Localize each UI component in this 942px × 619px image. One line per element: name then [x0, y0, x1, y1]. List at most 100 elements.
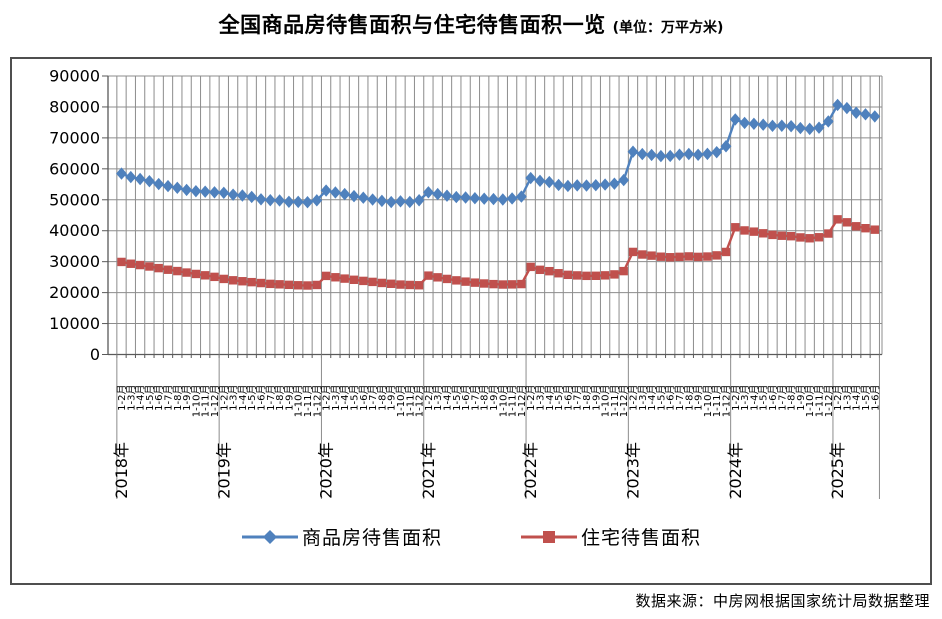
svg-text:1-12月: 1-12月	[823, 385, 835, 418]
svg-text:1-12月: 1-12月	[721, 385, 733, 418]
svg-text:1-2月: 1-2月	[218, 385, 230, 411]
svg-text:10000: 10000	[49, 314, 100, 333]
y-axis-labels: 0 10000 20000 30000 40000 50000 60000 70000 8000…	[49, 67, 100, 365]
svg-text:1-5月: 1-5月	[655, 385, 667, 411]
svg-text:1-11月: 1-11月	[302, 385, 314, 418]
svg-text:1-4月: 1-4月	[237, 385, 249, 411]
svg-text:2020年: 2020年	[317, 442, 336, 499]
svg-text:1-7月: 1-7月	[776, 385, 788, 411]
svg-text:1-2月: 1-2月	[730, 385, 742, 411]
svg-text:1-6月: 1-6月	[767, 385, 779, 411]
svg-text:1-8月: 1-8月	[683, 385, 695, 411]
legend-item-residential: 住宅待售面积	[520, 523, 701, 550]
svg-text:1-2月: 1-2月	[628, 385, 640, 411]
svg-text:1-6月: 1-6月	[358, 385, 370, 411]
svg-text:1-10月: 1-10月	[702, 385, 714, 418]
source-note: 数据来源：中房网根据国家统计局数据整理	[635, 592, 930, 610]
svg-text:40000: 40000	[49, 221, 100, 240]
svg-text:1-12月: 1-12月	[516, 385, 528, 418]
svg-text:1-5月: 1-5月	[758, 385, 770, 411]
svg-text:2019年: 2019年	[214, 442, 233, 499]
svg-text:1-3月: 1-3月	[330, 385, 342, 411]
svg-text:1-4月: 1-4月	[646, 385, 658, 411]
svg-text:1-6月: 1-6月	[665, 385, 677, 411]
svg-text:1-5月: 1-5月	[451, 385, 463, 411]
svg-text:1-9月: 1-9月	[795, 385, 807, 411]
svg-text:1-9月: 1-9月	[386, 385, 398, 411]
svg-text:1-2月: 1-2月	[423, 385, 435, 411]
svg-text:1-12月: 1-12月	[414, 385, 426, 418]
svg-text:1-2月: 1-2月	[525, 385, 537, 411]
svg-text:1-10月: 1-10月	[497, 385, 509, 418]
svg-text:1-7月: 1-7月	[265, 385, 277, 411]
legend-label-commercial: 商品房待售面积	[301, 527, 442, 549]
legend-marker-diamond-icon	[241, 529, 298, 544]
svg-text:1-8月: 1-8月	[274, 385, 286, 411]
svg-text:2022年: 2022年	[521, 442, 540, 499]
svg-text:50000: 50000	[49, 190, 100, 209]
svg-text:1-4月: 1-4月	[851, 385, 863, 411]
legend-item-commercial: 商品房待售面积	[241, 523, 442, 550]
svg-text:1-5月: 1-5月	[553, 385, 565, 411]
svg-text:1-8月: 1-8月	[376, 385, 388, 411]
svg-text:1-12月: 1-12月	[618, 385, 630, 418]
svg-text:2018年: 2018年	[112, 442, 131, 499]
svg-text:1-9月: 1-9月	[693, 385, 705, 411]
svg-text:1-9月: 1-9月	[488, 385, 500, 411]
svg-text:1-11月: 1-11月	[404, 385, 416, 418]
svg-text:70000: 70000	[49, 128, 100, 147]
svg-text:1-3月: 1-3月	[841, 385, 853, 411]
svg-text:1-12月: 1-12月	[209, 385, 221, 418]
gridlines	[108, 75, 882, 358]
svg-text:1-10月: 1-10月	[600, 385, 612, 418]
svg-text:1-9月: 1-9月	[181, 385, 193, 411]
axes	[102, 75, 883, 356]
svg-text:1-8月: 1-8月	[479, 385, 491, 411]
svg-text:1-4月: 1-4月	[339, 385, 351, 411]
chart-frame: 0 10000 20000 30000 40000 50000 60000 70000 8000…	[10, 57, 932, 585]
legend-label-residential: 住宅待售面积	[581, 527, 702, 549]
svg-text:1-6月: 1-6月	[460, 385, 472, 411]
svg-text:1-8月: 1-8月	[786, 385, 798, 411]
svg-text:1-4月: 1-4月	[748, 385, 760, 411]
svg-text:1-10月: 1-10月	[804, 385, 816, 418]
svg-text:2025年: 2025年	[828, 442, 847, 499]
legend-marker-square-icon	[521, 530, 577, 543]
svg-text:1-12月: 1-12月	[311, 385, 323, 418]
svg-text:1-4月: 1-4月	[544, 385, 556, 411]
svg-text:60000: 60000	[49, 159, 100, 178]
svg-text:1-5月: 1-5月	[349, 385, 361, 411]
year-separators	[116, 354, 880, 499]
svg-text:1-11月: 1-11月	[711, 385, 723, 418]
svg-text:1-10月: 1-10月	[395, 385, 407, 418]
svg-text:1-7月: 1-7月	[469, 385, 481, 411]
svg-text:90000: 90000	[49, 67, 100, 86]
line-chart-plot: 0 10000 20000 30000 40000 50000 60000 70000 8000…	[49, 67, 883, 499]
svg-text:1-6月: 1-6月	[869, 385, 881, 411]
svg-text:1-3月: 1-3月	[535, 385, 547, 411]
svg-text:2024年: 2024年	[726, 442, 745, 499]
chart-legend: 商品房待售面积 住宅待售面积	[12, 523, 930, 550]
x-axis-year-labels: 2018年 2019年 2020年 2021年 2022年 2023年 2024年 2025年	[112, 442, 847, 499]
svg-text:1-11月: 1-11月	[200, 385, 212, 418]
svg-text:2023年: 2023年	[624, 442, 643, 499]
svg-text:1-8月: 1-8月	[172, 385, 184, 411]
svg-text:1-4月: 1-4月	[442, 385, 454, 411]
svg-text:1-10月: 1-10月	[190, 385, 202, 418]
svg-text:1-7月: 1-7月	[674, 385, 686, 411]
svg-text:1-9月: 1-9月	[283, 385, 295, 411]
svg-text:1-4月: 1-4月	[135, 385, 147, 411]
svg-text:1-5月: 1-5月	[246, 385, 258, 411]
svg-text:1-6月: 1-6月	[153, 385, 165, 411]
svg-text:1-11月: 1-11月	[507, 384, 519, 417]
svg-text:30000: 30000	[49, 252, 100, 271]
svg-text:1-10月: 1-10月	[293, 385, 305, 418]
svg-text:1-3月: 1-3月	[125, 385, 137, 411]
svg-text:20000: 20000	[49, 283, 100, 302]
svg-text:1-7月: 1-7月	[163, 385, 175, 411]
svg-text:1-7月: 1-7月	[572, 385, 584, 411]
chart-title-row: 全国商品房待售面积与住宅待售面积一览 (单位：万平方米)	[0, 9, 942, 39]
svg-text:1-5月: 1-5月	[144, 385, 156, 411]
chart-title: 全国商品房待售面积与住宅待售面积一览	[218, 13, 606, 37]
